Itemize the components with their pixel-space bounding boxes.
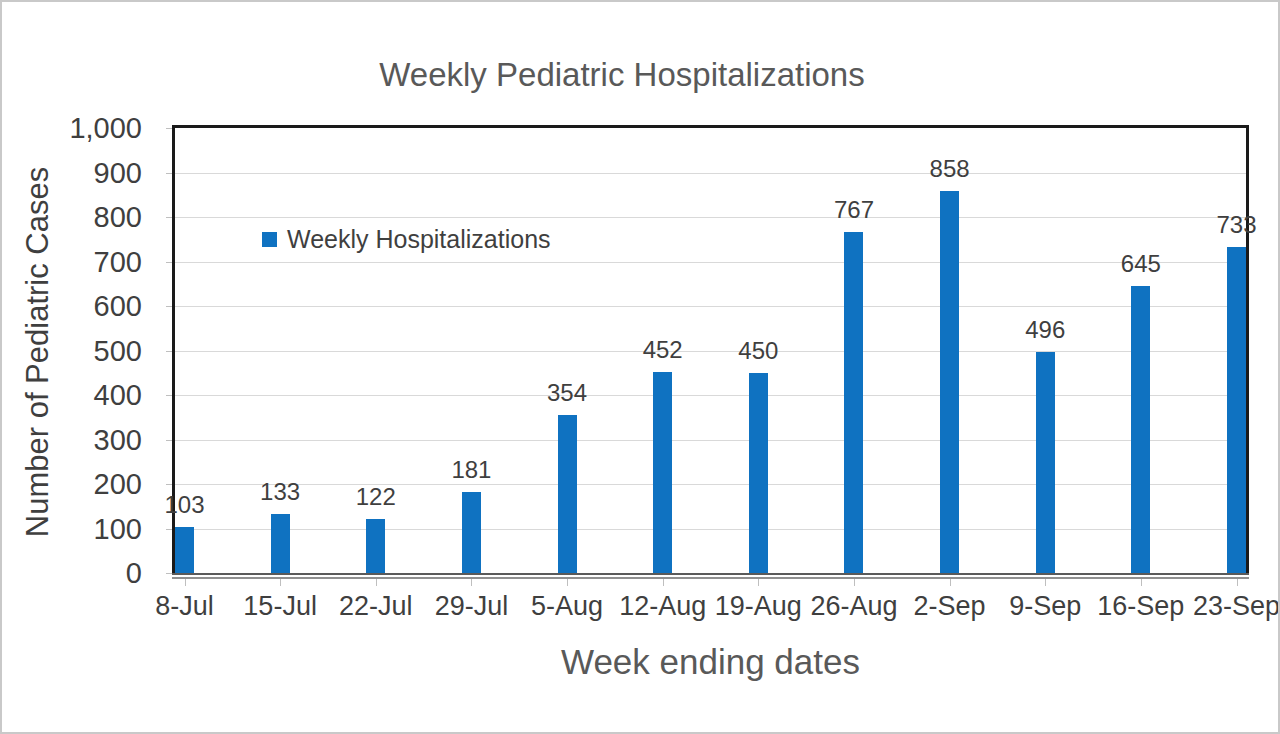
x-axis-tick (376, 579, 377, 586)
y-tick-label: 100 (2, 512, 142, 546)
x-tick-label: 19-Aug (715, 591, 802, 622)
y-tick-label: 400 (2, 378, 142, 412)
y-tick-label: 800 (2, 200, 142, 234)
bar (1036, 352, 1055, 573)
bar-value-label: 181 (451, 456, 491, 484)
x-axis-tick (663, 579, 664, 586)
x-axis-tick (1045, 579, 1046, 586)
bar (653, 372, 672, 573)
gridline (175, 306, 1246, 307)
x-tick-label: 8-Jul (155, 591, 214, 622)
x-axis-tick (280, 579, 281, 586)
legend-swatch-icon (262, 232, 277, 247)
gridline (175, 395, 1246, 396)
x-axis-tick (854, 579, 855, 586)
x-axis-tick (567, 579, 568, 586)
gridline (175, 484, 1246, 485)
x-tick-label: 9-Sep (1009, 591, 1081, 622)
y-tick-label: 300 (2, 423, 142, 457)
gridline (175, 529, 1246, 530)
x-tick-label: 22-Jul (339, 591, 413, 622)
bar-value-label: 733 (1216, 211, 1256, 239)
x-tick-label: 26-Aug (810, 591, 897, 622)
bar-value-label: 645 (1121, 250, 1161, 278)
legend: Weekly Hospitalizations (262, 225, 551, 254)
gridline (175, 351, 1246, 352)
y-tick-label: 500 (2, 334, 142, 368)
bar-value-label: 133 (260, 478, 300, 506)
bar-value-label: 496 (1025, 316, 1065, 344)
chart-title: Weekly Pediatric Hospitalizations (2, 56, 1242, 94)
bar (940, 191, 959, 573)
x-axis-tick (1237, 579, 1238, 586)
bar-value-label: 767 (834, 196, 874, 224)
x-tick-label: 5-Aug (531, 591, 603, 622)
bar (844, 232, 863, 573)
x-tick-label: 16-Sep (1097, 591, 1184, 622)
y-tick-label: 0 (2, 556, 142, 590)
x-axis-title: Week ending dates (175, 642, 1246, 682)
bar (558, 415, 577, 573)
y-tick-label: 900 (2, 156, 142, 190)
x-tick-label: 12-Aug (619, 591, 706, 622)
x-axis-tick (950, 579, 951, 586)
gridline (175, 217, 1246, 218)
bar-value-label: 122 (356, 483, 396, 511)
bar (1227, 247, 1246, 573)
y-tick-label: 600 (2, 289, 142, 323)
bar (1131, 286, 1150, 573)
plot-area: 103133122181354452450767858496645733 Wee… (172, 125, 1249, 573)
bar (749, 373, 768, 573)
x-tick-label: 2-Sep (914, 591, 986, 622)
x-axis-tick (471, 579, 472, 586)
bar (175, 527, 194, 573)
x-axis-tick (758, 579, 759, 586)
y-tick-label: 700 (2, 245, 142, 279)
bar (271, 514, 290, 573)
x-axis-tick (185, 579, 186, 586)
gridline (175, 440, 1246, 441)
x-tick-label: 29-Jul (435, 591, 509, 622)
x-tick-label: 23-Sep (1193, 591, 1280, 622)
y-tick-label: 200 (2, 467, 142, 501)
bar-value-label: 354 (547, 379, 587, 407)
bar-value-label: 103 (164, 491, 204, 519)
gridline (175, 262, 1246, 263)
x-axis-line (172, 573, 1249, 579)
gridline (175, 173, 1246, 174)
x-tick-label: 15-Jul (243, 591, 317, 622)
bar-value-label: 858 (930, 155, 970, 183)
legend-label: Weekly Hospitalizations (287, 225, 551, 254)
y-tick-label: 1,000 (2, 111, 142, 145)
bar (366, 519, 385, 573)
bar-value-label: 452 (643, 336, 683, 364)
chart-canvas: Weekly Pediatric Hospitalizations Number… (0, 0, 1280, 734)
x-axis-tick (1141, 579, 1142, 586)
bar (462, 492, 481, 573)
bar-value-label: 450 (738, 337, 778, 365)
